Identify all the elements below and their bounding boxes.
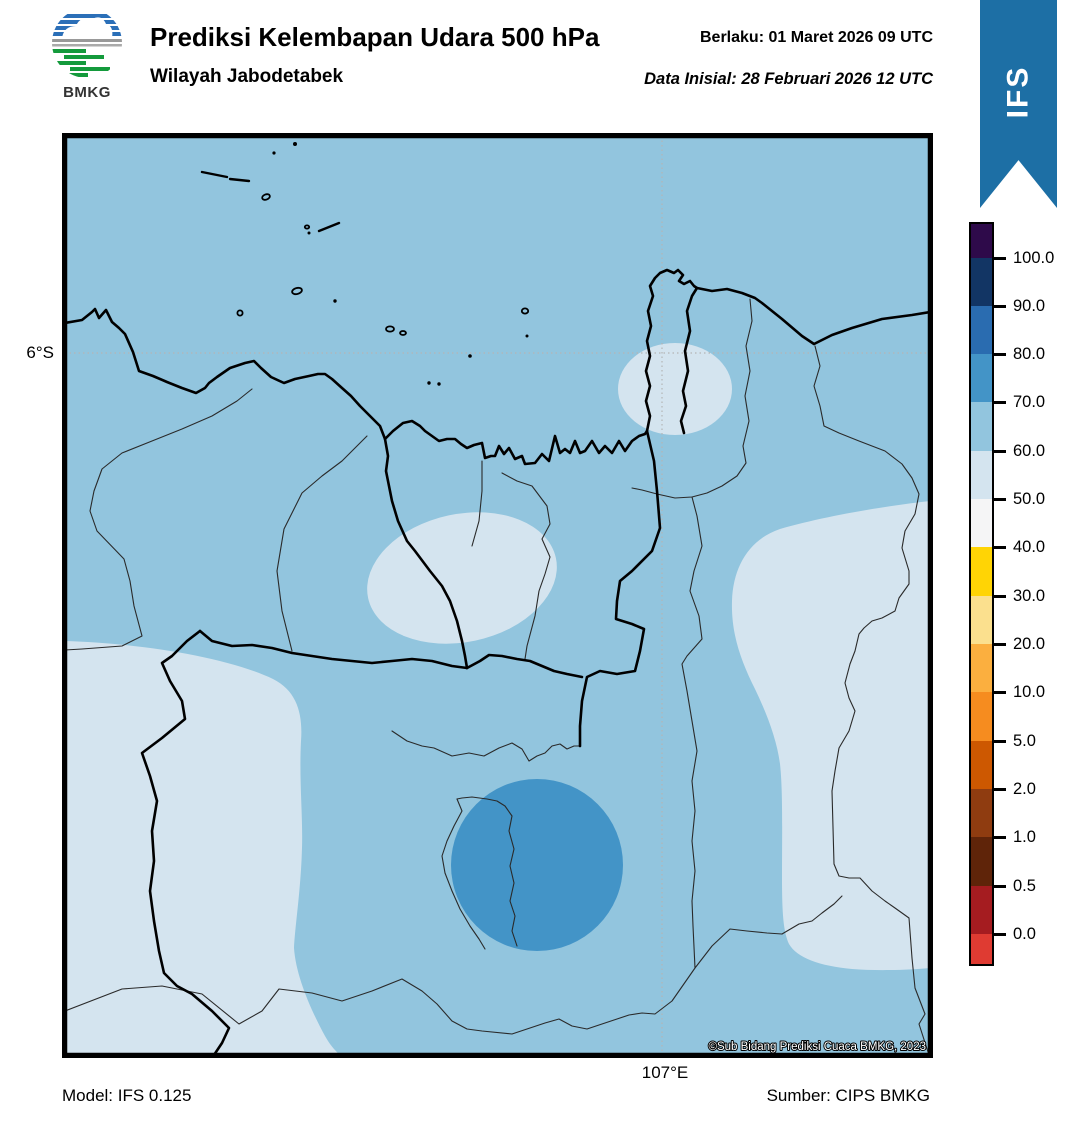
colorbar-segment xyxy=(971,402,992,451)
colorbar-tick-label: 0.0 xyxy=(1013,925,1036,943)
colorbar-segment xyxy=(971,306,992,354)
page-title: Prediksi Kelembapan Udara 500 hPa xyxy=(150,22,600,52)
colorbar-tick xyxy=(994,304,1006,308)
colorbar-segment xyxy=(971,258,992,306)
humidity-blob-center xyxy=(367,512,557,644)
valid-time-text: Berlaku: 01 Maret 2026 09 UTC xyxy=(700,29,933,46)
graticule xyxy=(65,136,930,1055)
colorbar-tick xyxy=(994,449,1006,453)
colorbar-tick-label: 2.0 xyxy=(1013,780,1036,798)
district-boundaries xyxy=(64,298,930,1056)
lon-tick-label: 107°E xyxy=(641,1063,689,1082)
islands xyxy=(200,142,530,386)
model-ribbon-label: IFS xyxy=(1001,65,1035,119)
colorbar-tick xyxy=(994,787,1006,791)
colorbar-tick-label: 40.0 xyxy=(1013,538,1046,556)
colorbar-tick-label: 30.0 xyxy=(1013,587,1046,605)
colorbar-tick-label: 0.5 xyxy=(1013,877,1036,895)
bmkg-logo-label: BMKG xyxy=(63,84,111,101)
colorbar-tick-label: 1.0 xyxy=(1013,828,1036,846)
colorbar-tick-label: 20.0 xyxy=(1013,635,1046,653)
colorbar-tick-label: 60.0 xyxy=(1013,442,1046,460)
colorbar-gradient xyxy=(969,222,994,966)
colorbar-tick xyxy=(994,256,1006,260)
colorbar-segment xyxy=(971,451,992,499)
colorbar-tick-label: 50.0 xyxy=(1013,490,1046,508)
colorbar-tick xyxy=(994,594,1006,598)
humidity-colorbar: 100.0 90.0 80.0 70.0 60.0 50.0 40.0 30.0 20.0 10.… xyxy=(969,222,1081,968)
colorbar-segment xyxy=(971,741,992,789)
colorbar-tick xyxy=(994,642,1006,646)
colorbar-tick xyxy=(994,884,1006,888)
colorbar-segment xyxy=(971,499,992,547)
colorbar-segment xyxy=(971,692,992,741)
colorbar-segment xyxy=(971,644,992,692)
model-info: Model: IFS 0.125 xyxy=(62,1086,192,1105)
colorbar-tick-label: 80.0 xyxy=(1013,345,1046,363)
colorbar-tick xyxy=(994,497,1006,501)
province-boundaries xyxy=(140,429,662,1057)
colorbar-tick-label: 90.0 xyxy=(1013,297,1046,315)
humidity-blob-east xyxy=(731,501,930,971)
colorbar-segment xyxy=(971,596,992,644)
humidity-blob-southwest xyxy=(65,641,339,1055)
map-border xyxy=(64,135,931,1056)
colorbar-segment xyxy=(971,354,992,402)
source-info: Sumber: CIPS BMKG xyxy=(766,1086,930,1105)
colorbar-tick xyxy=(994,690,1006,694)
colorbar-segment xyxy=(971,789,992,837)
page-subtitle: Wilayah Jabodetabek xyxy=(150,66,344,87)
humidity-blob-coast xyxy=(618,343,732,435)
map-canvas: ©Sub Bidang Prediksi Cuaca BMKG, 2023 xyxy=(63,135,932,1057)
humidity-region-70-80 xyxy=(451,779,623,951)
colorbar-tick-label: 10.0 xyxy=(1013,683,1046,701)
lat-tick-label: 6°S xyxy=(26,343,54,362)
initial-data-text: Data Inisial: 28 Februari 2026 12 UTC xyxy=(644,70,933,88)
colorbar-segment xyxy=(971,886,992,934)
colorbar-tick xyxy=(994,352,1006,356)
colorbar-tick-label: 5.0 xyxy=(1013,732,1036,750)
colorbar-segment xyxy=(971,224,992,258)
colorbar-tick xyxy=(994,545,1006,549)
forecast-map: ©Sub Bidang Prediksi Cuaca BMKG, 2023 xyxy=(62,133,933,1058)
colorbar-segment xyxy=(971,837,992,886)
colorbar-tick xyxy=(994,400,1006,404)
bmkg-logo-icon xyxy=(50,6,124,84)
model-ribbon: IFS xyxy=(980,0,1057,208)
coastline xyxy=(63,268,932,466)
colorbar-tick-label: 70.0 xyxy=(1013,393,1046,411)
colorbar-tick-label: 100.0 xyxy=(1013,249,1055,267)
colorbar-tick xyxy=(994,932,1006,936)
map-copyright: ©Sub Bidang Prediksi Cuaca BMKG, 2023 xyxy=(708,1041,926,1053)
colorbar-tick xyxy=(994,835,1006,839)
colorbar-segment xyxy=(971,547,992,596)
colorbar-segment xyxy=(971,934,992,964)
colorbar-tick xyxy=(994,739,1006,743)
